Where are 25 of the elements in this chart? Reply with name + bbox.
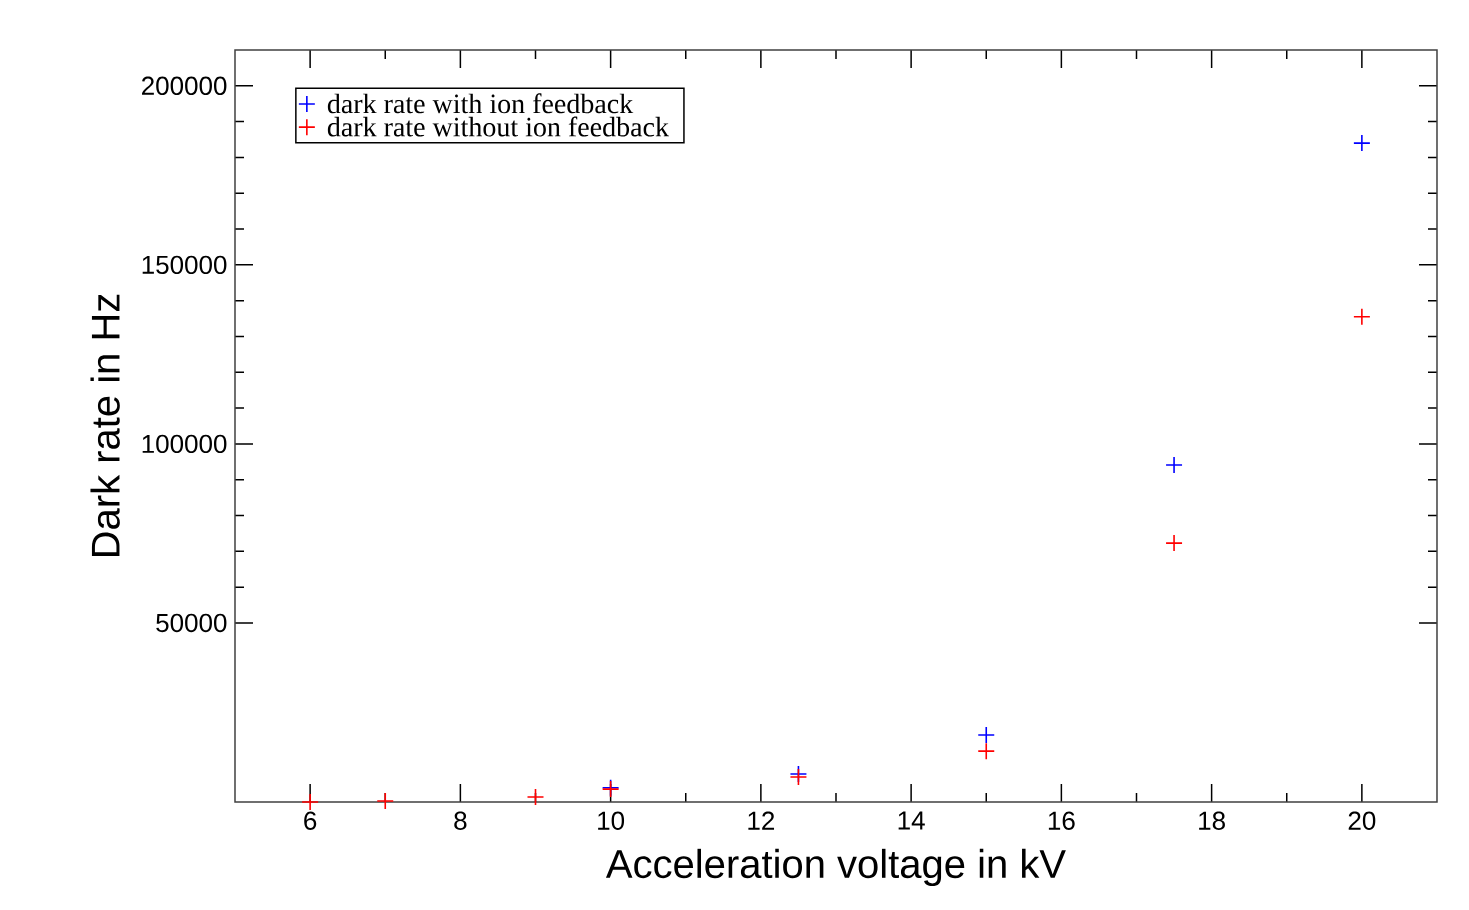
y-tick-label: 50000 <box>156 613 227 633</box>
y-tick-label: 100000 <box>142 434 227 454</box>
point <box>977 742 996 760</box>
point <box>1353 134 1371 152</box>
point <box>1165 534 1183 552</box>
point <box>1165 456 1183 474</box>
x-tick-label: 10 <box>598 811 625 830</box>
x-tick-label: 14 <box>898 811 925 830</box>
point <box>526 788 545 806</box>
legend-label: dark rate with ion feedback <box>327 93 634 114</box>
y-tick-label: 150000 <box>142 255 227 275</box>
x-tick-label: 18 <box>1199 811 1225 830</box>
x-axis-title: Acceleration voltage in kV <box>605 848 1066 887</box>
point <box>376 792 395 810</box>
x-tick-label: 12 <box>748 811 775 830</box>
x-tick-label: 8 <box>454 811 467 830</box>
y-tick-label: 200000 <box>142 76 227 95</box>
x-tick-label: 6 <box>304 811 317 830</box>
x-tick-label: 20 <box>1348 811 1376 830</box>
point <box>977 726 996 744</box>
point <box>1353 307 1371 326</box>
point <box>301 793 319 811</box>
legend-label: dark rate without ion feedback <box>327 116 669 137</box>
y-axis-title: Dark rate in Hz <box>90 294 120 557</box>
x-tick-label: 16 <box>1048 811 1075 830</box>
